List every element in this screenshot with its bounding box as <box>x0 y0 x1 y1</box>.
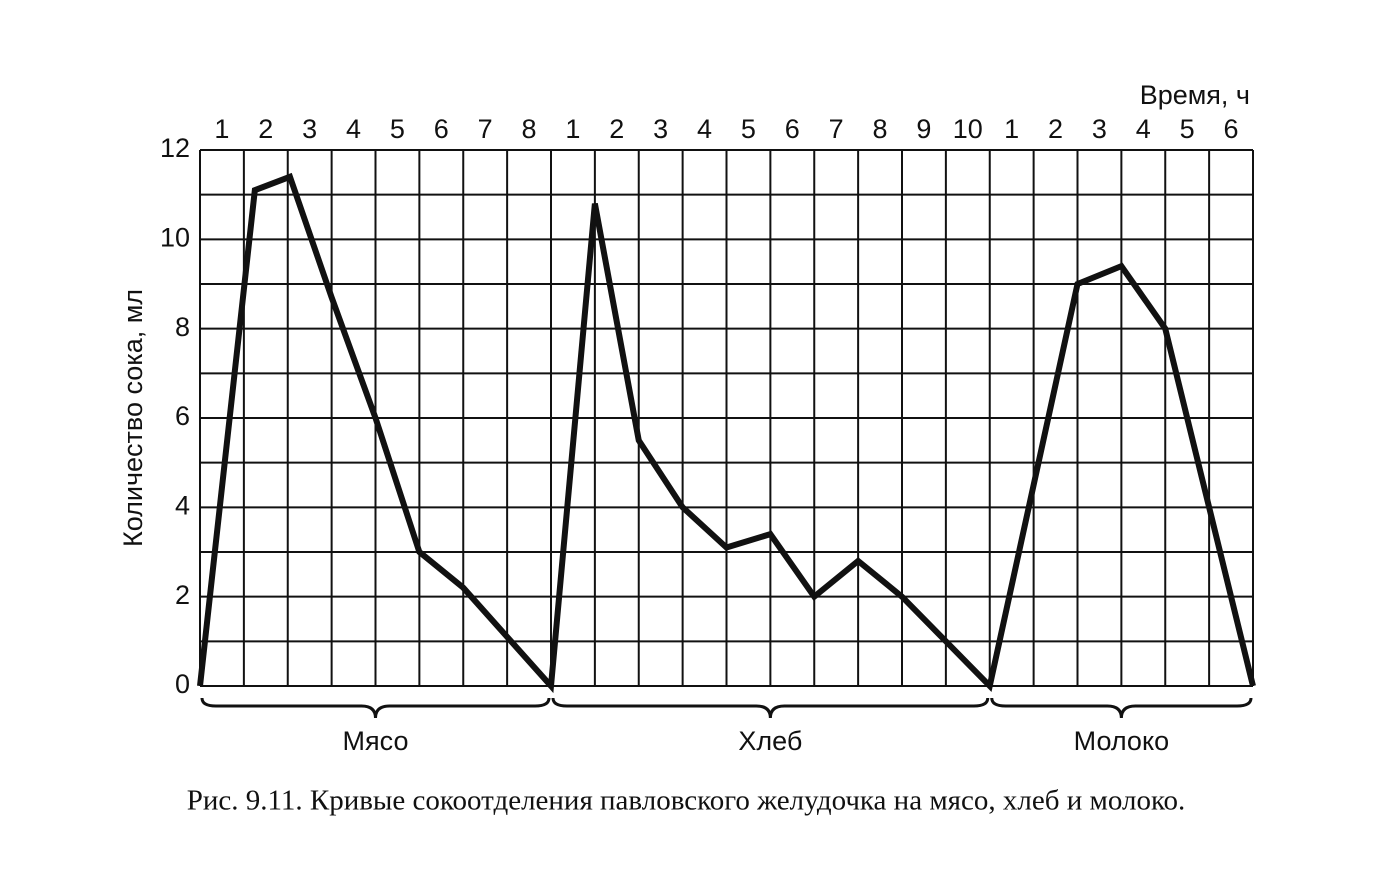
x-tick-label: 5 <box>390 114 405 144</box>
x-tick-label: 6 <box>1224 114 1239 144</box>
group-bracket <box>551 697 990 719</box>
x-tick-label: 3 <box>653 114 668 144</box>
x-tick-label: 10 <box>953 114 983 144</box>
x-tick-label: 2 <box>258 114 273 144</box>
caption: Рис. 9.11. Кривые сокоотделения павловск… <box>187 785 1186 817</box>
x-tick-label: 4 <box>697 114 712 144</box>
group-bracket <box>990 697 1253 719</box>
x-tick-label: 8 <box>522 114 537 144</box>
group-label: Мясо <box>343 726 409 756</box>
x-tick-label: 7 <box>829 114 844 144</box>
x-tick-label: 4 <box>346 114 361 144</box>
x-tick-label: 1 <box>565 114 580 144</box>
y-tick-label: 8 <box>175 312 190 342</box>
y-tick-label: 2 <box>175 580 190 610</box>
x-axis-title: Время, ч <box>1140 80 1250 110</box>
y-tick-label: 10 <box>160 222 190 252</box>
group-label: Молоко <box>1074 726 1169 756</box>
x-tick-label: 7 <box>478 114 493 144</box>
y-tick-label: 6 <box>175 401 190 431</box>
x-tick-label: 8 <box>873 114 888 144</box>
x-tick-label: 5 <box>1180 114 1195 144</box>
y-tick-label: 0 <box>175 669 190 699</box>
group-label: Хлеб <box>738 726 802 756</box>
x-tick-label: 3 <box>302 114 317 144</box>
x-tick-label: 3 <box>1092 114 1107 144</box>
x-tick-label: 5 <box>741 114 756 144</box>
x-tick-label: 2 <box>1048 114 1063 144</box>
x-tick-label: 1 <box>1004 114 1019 144</box>
x-tick-label: 1 <box>214 114 229 144</box>
x-tick-label: 4 <box>1136 114 1151 144</box>
x-tick-label: 9 <box>916 114 931 144</box>
data-line <box>197 172 1256 694</box>
x-tick-label: 6 <box>785 114 800 144</box>
x-tick-label: 2 <box>609 114 624 144</box>
group-bracket <box>200 697 551 719</box>
y-axis-title: Количество сока, мл <box>118 289 148 547</box>
y-tick-label: 12 <box>160 133 190 163</box>
y-tick-label: 4 <box>175 490 190 520</box>
x-tick-label: 6 <box>434 114 449 144</box>
